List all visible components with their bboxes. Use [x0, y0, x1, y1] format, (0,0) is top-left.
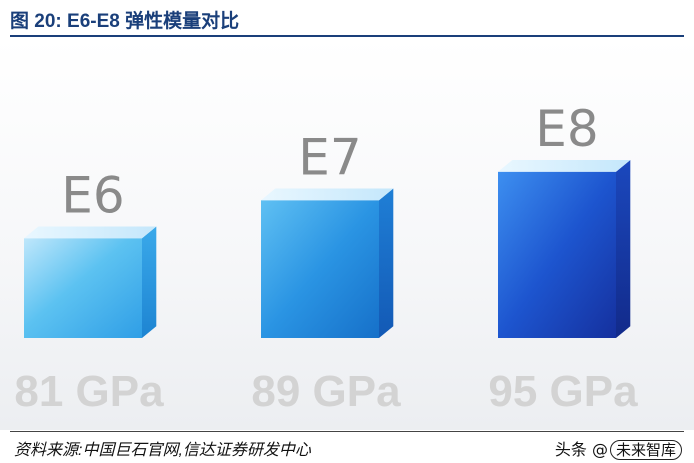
value-label-e7: 89 GPa	[251, 367, 401, 416]
bar-e8	[498, 160, 631, 338]
bar-e8-top	[498, 160, 631, 172]
watermark: 头条 @ 未来智库	[555, 436, 682, 460]
bar-chart: E6 81 GPa E7 89 GPa E8 95 GPa	[0, 38, 694, 430]
figure-title: 图 20: E6-E8 弹性模量对比	[10, 11, 240, 32]
bar-e7-side	[379, 188, 394, 338]
category-label-e7: E7	[298, 128, 361, 186]
bar-e7-front	[261, 200, 379, 338]
bar-e6-front	[24, 238, 142, 338]
bar-e8-side	[616, 160, 631, 338]
source-note: 资料来源:中国巨石官网,信达证券研发中心	[14, 442, 311, 459]
bar-e8-front	[498, 171, 616, 338]
source-divider	[10, 431, 684, 432]
bar-e6	[24, 226, 157, 338]
value-label-e8: 95 GPa	[488, 367, 638, 416]
watermark-name: 未来智库	[609, 440, 682, 460]
value-label-e6: 81 GPa	[14, 367, 164, 416]
bar-e6-side	[142, 226, 157, 338]
bar-e7-top	[261, 188, 394, 201]
category-label-e8: E8	[535, 100, 598, 158]
category-label-e6: E6	[61, 166, 124, 224]
watermark-prefix: 头条 @	[554, 440, 608, 459]
bar-e6-top	[24, 226, 157, 239]
bar-e7	[261, 188, 394, 338]
title-divider	[10, 35, 684, 37]
